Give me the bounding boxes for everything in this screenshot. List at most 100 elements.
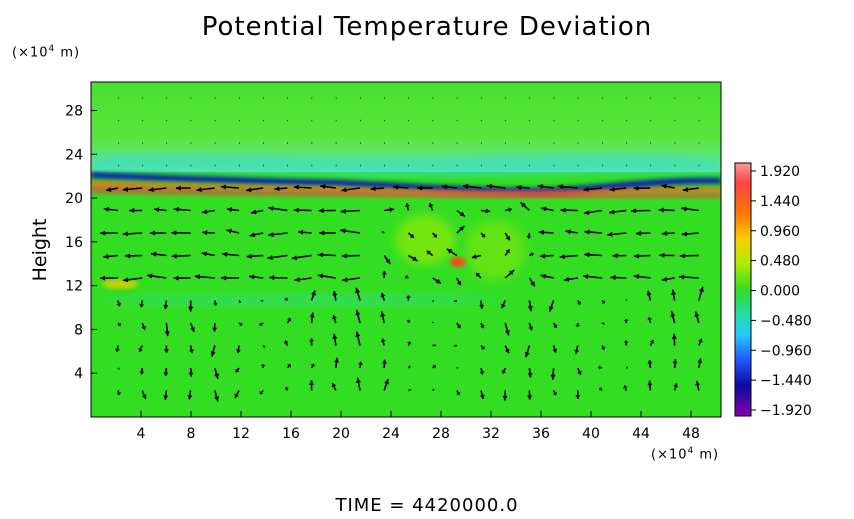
wind-vector-head <box>284 297 289 301</box>
wind-vector-head <box>694 311 700 317</box>
wind-vector-head <box>380 293 386 298</box>
wind-vector-head <box>122 186 129 192</box>
wind-vector <box>432 299 435 303</box>
colorbar-tick-label: 0.000 <box>760 284 800 300</box>
wind-vector-head <box>647 317 653 321</box>
wind-vector-head <box>163 349 169 353</box>
wind-vector-head <box>163 372 169 377</box>
wind-vector-head <box>476 273 481 278</box>
wind-vector <box>117 367 121 370</box>
wind-vector-head <box>557 184 564 190</box>
wind-vector-head <box>537 183 543 189</box>
wind-vector-head <box>234 393 240 399</box>
wind-vector-head <box>681 206 687 212</box>
wind-vector-head <box>259 322 263 327</box>
wind-vector-head <box>598 365 601 370</box>
wind-vector-head <box>201 209 208 215</box>
colorbar-tick-label: −0.960 <box>760 343 812 359</box>
wind-vector-head <box>187 394 193 400</box>
wind-vector <box>454 344 457 347</box>
wind-vector-head <box>147 273 153 279</box>
wind-vector <box>238 300 242 304</box>
colorbar-tick-label: −1.440 <box>760 373 812 389</box>
wind-vector-head <box>661 183 667 189</box>
wind-vector-head <box>577 301 582 305</box>
wind-vector-head <box>486 183 493 189</box>
wind-vector-head <box>151 251 157 257</box>
wind-vector-head <box>355 331 361 338</box>
wind-vector-head <box>342 277 348 283</box>
wind-vector-head <box>214 396 219 402</box>
wind-vector-head <box>235 368 240 373</box>
wind-vector-head <box>524 351 530 358</box>
wind-vector-head <box>381 359 387 364</box>
wind-vector-head <box>357 361 363 365</box>
wind-vector-head <box>393 184 399 190</box>
wind-vector-head <box>122 277 129 283</box>
wind-vector-head <box>202 230 208 236</box>
wind-vector-head <box>539 253 546 259</box>
wind-vector-head <box>541 206 547 212</box>
x-tick-label: 32 <box>482 426 500 442</box>
wind-vector-head <box>661 276 668 282</box>
wind-vector-head <box>577 370 582 375</box>
wind-vector-head <box>332 291 338 296</box>
wind-vector-head <box>405 295 411 298</box>
wind-vector-head <box>435 278 441 284</box>
wind-vector-head <box>221 275 227 281</box>
wind-vector-head <box>504 329 510 336</box>
wind-vector-head <box>239 322 243 327</box>
wind-vector-head <box>527 395 533 400</box>
wind-vector-head <box>355 310 361 316</box>
wind-vector-head <box>548 306 554 312</box>
wind-vector <box>260 299 264 302</box>
wind-vector-head <box>584 229 590 235</box>
wind-vector-head <box>635 230 641 236</box>
wind-vector-head <box>291 255 298 261</box>
wind-vector-head <box>426 250 431 255</box>
wind-vector-head <box>697 358 703 364</box>
wind-vector <box>601 322 605 325</box>
wind-vector-head <box>188 372 194 377</box>
x-tick-label: 48 <box>682 426 700 442</box>
wind-vector-head <box>601 300 606 304</box>
colorbar-tick-label: 0.480 <box>760 254 800 270</box>
wind-vector-head <box>559 254 565 260</box>
wind-vector-head <box>317 252 323 258</box>
wind-vector-head <box>153 207 160 213</box>
wind-vector-head <box>417 185 423 191</box>
chart-title: Potential Temperature Deviation <box>201 12 653 42</box>
wind-vector-head <box>505 235 510 241</box>
wind-vector-head <box>584 252 590 258</box>
x-axis-unit: (×104 m) <box>651 446 720 463</box>
wind-vector-head <box>679 274 685 280</box>
x-tick-label: 24 <box>382 426 400 442</box>
wind-vector-head <box>260 364 266 367</box>
wind-vector-head <box>293 207 299 213</box>
wind-vector-head <box>141 325 147 330</box>
wind-vector-head <box>190 326 195 332</box>
wind-vector-head <box>380 311 386 317</box>
wind-vector <box>407 365 411 369</box>
wind-vector-head <box>249 274 255 280</box>
wind-vector-head <box>456 280 462 286</box>
wind-vector-head <box>681 231 687 237</box>
wind-vector-head <box>220 184 227 190</box>
wind-vector-head <box>380 338 386 343</box>
wind-vector-head <box>504 348 510 354</box>
wind-vector-head <box>520 202 526 208</box>
x-axis-ticks: 4 8 12 16 20 24 28 32 36 40 44 48 <box>137 411 700 442</box>
wind-vector-head <box>658 207 664 213</box>
y-tick-label: 8 <box>74 322 83 338</box>
wind-vector-head <box>385 258 391 265</box>
wind-vector-head <box>173 275 179 281</box>
wind-vector-head <box>432 364 436 369</box>
wind-vector-head <box>309 312 315 318</box>
wind-vector-head <box>311 290 316 296</box>
wind-vector-head <box>508 270 515 276</box>
wind-vector-head <box>175 185 181 191</box>
x-tick-label: 4 <box>137 426 146 442</box>
heatmap-field <box>91 82 721 417</box>
wind-vector-head <box>530 252 534 257</box>
